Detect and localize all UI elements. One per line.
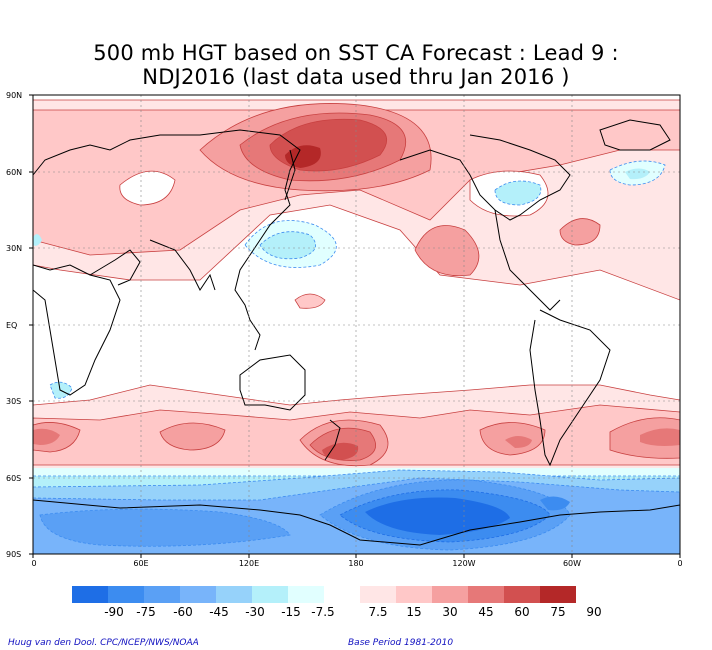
negative-anomaly-region	[39, 508, 291, 547]
lat-label-90n: 90N	[6, 91, 23, 100]
positive-anomaly-region	[414, 225, 480, 277]
colorbar-label: -15	[281, 605, 301, 619]
colorbar-swatch	[432, 586, 468, 603]
colorbar-label: 45	[478, 605, 494, 619]
lon-label-0: 0	[31, 559, 37, 568]
lat-label-90s: 90S	[6, 550, 22, 559]
colorbar-label: -90	[104, 605, 124, 619]
lon-label-0-east: 0	[677, 559, 683, 568]
near-zero-region	[119, 170, 176, 206]
map-gridlines	[33, 95, 680, 554]
colorbar	[72, 586, 576, 603]
base-period-note: Base Period 1981-2010	[348, 638, 454, 648]
colorbar-swatch	[216, 586, 252, 603]
lat-label-30n: 30N	[6, 244, 23, 253]
lon-label-60e: 60E	[133, 559, 149, 568]
lat-label-eq: EQ	[6, 321, 18, 330]
lat-label-30s: 30S	[6, 397, 22, 406]
coastlines	[33, 119, 680, 546]
colorbar-label: -60	[173, 605, 193, 619]
axis-ticks	[29, 94, 681, 558]
lon-label-120e: 120E	[238, 559, 260, 568]
author-credit: Huug van den Dool. CPC/NCEP/NWS/NOAA	[8, 638, 199, 648]
negative-anomaly-region	[494, 180, 542, 206]
map-title-line-1: 500 mb HGT based on SST CA Forecast : Le…	[93, 41, 619, 65]
colorbar-swatch	[504, 586, 540, 603]
negative-anomaly-region	[33, 234, 42, 246]
colorbar-swatch	[72, 586, 108, 603]
positive-anomaly-region	[294, 293, 326, 309]
colorbar-label: 15	[406, 605, 422, 619]
negative-anomaly-core	[365, 497, 510, 535]
colorbar-swatch	[468, 586, 504, 603]
colorbar-swatch	[360, 586, 396, 603]
colorbar-label: 90	[586, 605, 602, 619]
positive-anomaly-region	[640, 428, 680, 446]
map-title-line-2: NDJ2016 (last data used thru Jan 2016 )	[142, 65, 570, 89]
negative-anomaly-region	[259, 231, 317, 260]
colorbar-label: 75	[550, 605, 566, 619]
colorbar-swatch	[252, 586, 288, 603]
lon-label-60w: 60W	[562, 559, 582, 568]
colorbar-label: -7.5	[311, 605, 335, 619]
negative-anomaly-region	[540, 496, 570, 511]
positive-anomaly-region	[159, 422, 226, 451]
lat-label-60s: 60S	[6, 474, 22, 483]
colorbar-label: 60	[514, 605, 530, 619]
positive-anomaly-core	[322, 442, 359, 460]
lon-label-180: 180	[348, 559, 364, 568]
colorbar-label: -30	[245, 605, 265, 619]
lon-label-120w: 120W	[452, 559, 476, 568]
colorbar-label: 30	[442, 605, 458, 619]
colorbar-swatch	[540, 586, 576, 603]
positive-anomaly-region	[33, 428, 60, 445]
colorbar-swatch	[396, 586, 432, 603]
lat-label-60n: 60N	[6, 168, 23, 177]
colorbar-swatch	[108, 586, 144, 603]
anomaly-fields	[33, 99, 680, 554]
colorbar-label: -75	[136, 605, 156, 619]
colorbar-label: 7.5	[368, 605, 388, 619]
positive-anomaly-region	[559, 218, 601, 246]
colorbar-label: -45	[209, 605, 229, 619]
negative-anomaly-region	[625, 168, 650, 180]
positive-anomaly-region	[505, 436, 532, 448]
colorbar-swatch	[144, 586, 180, 603]
colorbar-swatch	[180, 586, 216, 603]
colorbar-swatch	[288, 586, 324, 603]
